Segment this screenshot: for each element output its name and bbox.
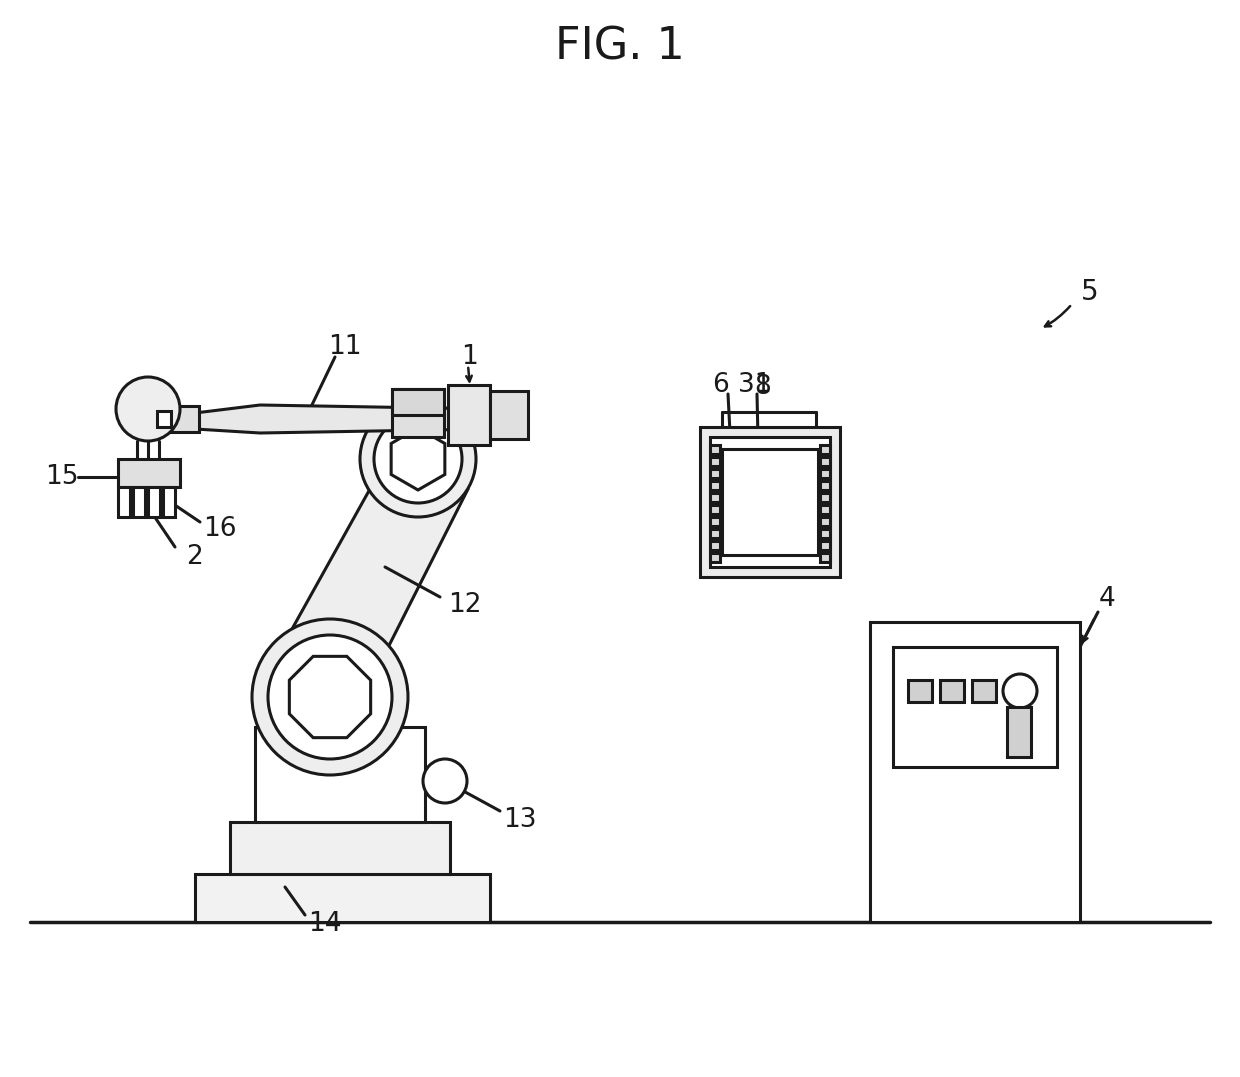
Circle shape [268,635,392,759]
Text: 1: 1 [461,344,479,370]
Text: 5: 5 [1081,278,1099,306]
Circle shape [1003,674,1037,708]
Bar [820,541,830,550]
Text: 2: 2 [187,544,203,570]
Bar [490,391,528,439]
Text: 16: 16 [203,516,237,542]
Circle shape [252,619,408,775]
Bar [195,875,490,922]
Bar [870,623,1080,922]
Text: 8: 8 [755,374,771,400]
Bar [711,468,720,478]
Bar [820,517,830,526]
Bar [820,553,830,562]
Polygon shape [391,428,445,490]
Bar [1007,707,1030,757]
Circle shape [423,759,467,803]
Bar [162,487,175,517]
Bar [711,437,830,567]
Text: 12: 12 [448,592,482,618]
Bar [908,680,932,702]
Circle shape [117,377,180,440]
Text: 13: 13 [503,807,537,833]
Circle shape [374,415,463,503]
Bar [722,449,818,555]
Bar [940,680,963,702]
Bar [255,727,425,822]
Bar [972,680,996,702]
Bar [711,553,720,562]
Bar [820,445,830,454]
Text: 14: 14 [309,911,342,937]
Bar [711,445,720,454]
Bar [167,406,198,432]
Circle shape [360,401,476,517]
Bar [701,426,839,577]
Bar [392,389,444,437]
Bar [711,481,720,490]
Text: 11: 11 [329,334,362,360]
Bar [820,481,830,490]
Bar [820,493,830,502]
Bar [820,529,830,538]
Bar [157,411,171,426]
Bar [820,457,830,466]
Bar [118,459,180,487]
Bar [148,487,160,517]
Text: 15: 15 [45,464,79,490]
Bar [711,505,720,514]
Bar [448,384,490,445]
Polygon shape [289,656,371,738]
Text: 6: 6 [712,372,728,398]
Bar [711,529,720,538]
Bar [711,517,720,526]
Polygon shape [195,405,490,433]
Text: FIG. 1: FIG. 1 [556,26,684,69]
Text: 31: 31 [738,372,771,398]
Bar [118,487,130,517]
Bar [893,647,1056,767]
Bar [229,822,450,875]
Bar [392,389,444,415]
Bar [133,487,145,517]
Bar [820,468,830,478]
Bar [711,541,720,550]
Text: 4: 4 [1099,586,1115,612]
Polygon shape [272,452,467,707]
Bar [711,457,720,466]
Bar [820,505,830,514]
Bar [711,493,720,502]
